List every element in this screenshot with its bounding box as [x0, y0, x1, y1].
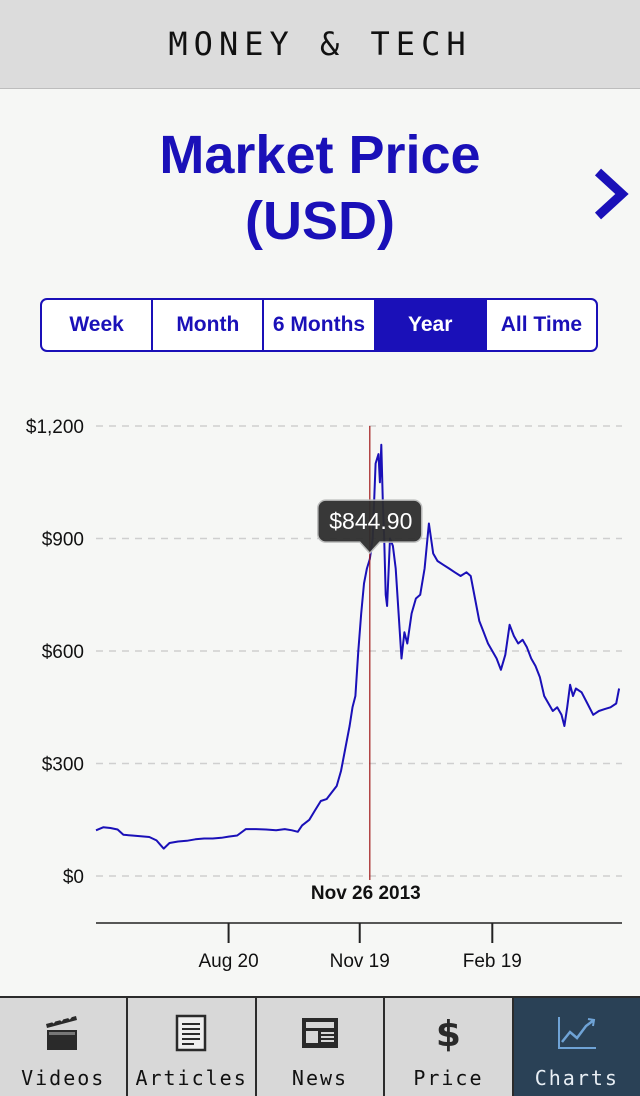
range-year-tab[interactable]: Year [375, 300, 487, 350]
y-tick-label: $300 [42, 755, 84, 776]
tab-videos-label: Videos [21, 1066, 106, 1090]
page-title: Market Price (USD) [0, 122, 640, 254]
tab-charts-label: Charts [534, 1066, 619, 1090]
y-tick-label: $600 [42, 642, 84, 663]
page-title-line-2: (USD) [245, 191, 395, 251]
app-title: MONEY & TECH [168, 25, 472, 63]
page-title-line-1: Market Price [159, 125, 481, 185]
tab-news-label: News [291, 1066, 349, 1090]
tab-articles-label: Articles [135, 1066, 248, 1090]
range-week-tab[interactable]: Week [42, 300, 154, 350]
tab-videos[interactable]: Videos [0, 996, 129, 1096]
range-6-months-tab[interactable]: 6 Months [264, 300, 376, 350]
y-tick-label: $0 [63, 867, 84, 888]
price-tooltip-value: $844.90 [329, 508, 412, 534]
line-chart-icon [557, 1017, 596, 1049]
y-tick-label: $1,200 [26, 417, 84, 438]
tab-bar: Videos Articles News [0, 996, 640, 1096]
tab-charts[interactable]: Charts [513, 996, 640, 1096]
range-all-time-tab[interactable]: All Time [500, 313, 583, 336]
chevron-right-icon [594, 168, 629, 220]
time-range-selector: Week Month 6 Months Year All Time [40, 298, 598, 352]
article-icon [175, 1014, 206, 1052]
range-month-tab[interactable]: Month [153, 300, 265, 350]
dollar-icon: $ [435, 1013, 461, 1055]
tab-price[interactable]: $ Price [385, 996, 514, 1096]
tab-price-label: Price [413, 1066, 484, 1090]
x-tick-label: Aug 20 [198, 951, 258, 972]
next-chart-button[interactable] [588, 166, 632, 222]
newspaper-icon [302, 1018, 339, 1048]
x-tick-label: Nov 19 [330, 951, 390, 972]
price-chart[interactable]: $1,200 $900 $600 $300 $0 Aug 20 Nov 19 Feb 19 No… [0, 380, 640, 980]
clapperboard-icon [46, 1014, 78, 1050]
tab-articles[interactable]: Articles [128, 996, 257, 1096]
selection-date-label: Nov 26 2013 [311, 883, 421, 904]
header-bar: MONEY & TECH [0, 0, 640, 89]
tab-news[interactable]: News [256, 996, 386, 1096]
x-tick-label: Feb 19 [463, 951, 522, 972]
y-tick-label: $900 [42, 530, 84, 551]
price-tooltip [317, 499, 423, 555]
